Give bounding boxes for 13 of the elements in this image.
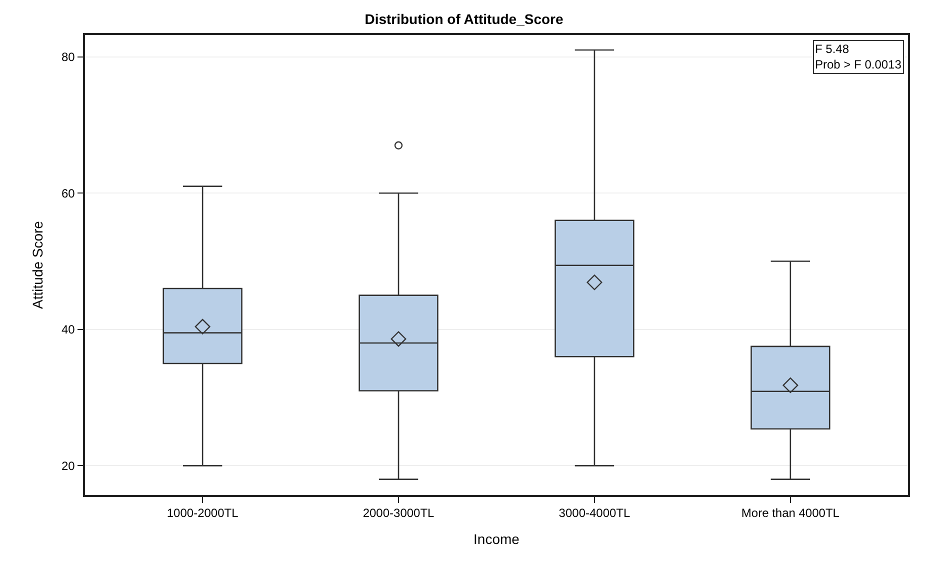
- x-axis-title: Income: [474, 530, 520, 547]
- y-tick-label: 60: [61, 186, 76, 200]
- annotation: Prob > F 0.0013: [815, 58, 902, 72]
- x-tick-label: 3000-4000TL: [558, 506, 630, 520]
- chart-title: Distribution of Attitude_Score: [364, 10, 564, 27]
- y-tick-label: 40: [61, 322, 76, 337]
- x-tick-label: 1000-2000TL: [166, 506, 239, 520]
- y-tick-label: 80: [61, 50, 76, 64]
- y-axis-title: Attitude Score: [30, 220, 46, 309]
- x-tick-label: 2000-3000TL: [362, 506, 435, 520]
- y-tick-label: 20: [61, 458, 76, 473]
- annotation: F 5.48: [815, 42, 850, 56]
- x-tick-label: More than 4000TL: [741, 506, 840, 520]
